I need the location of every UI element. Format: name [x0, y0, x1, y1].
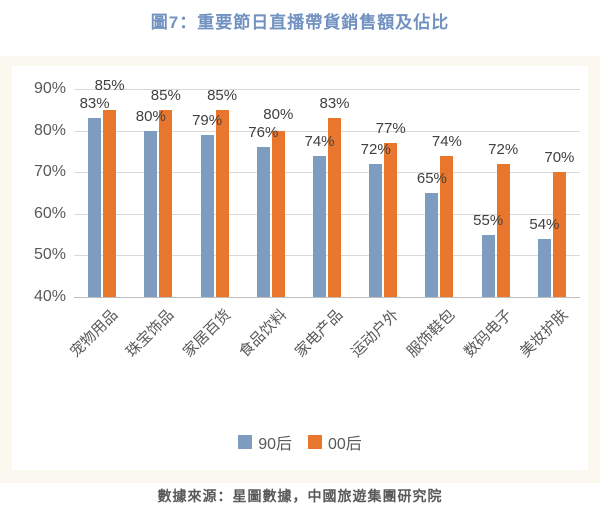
bar-00hou	[552, 172, 566, 297]
bar-value-label: 85%	[150, 86, 181, 104]
bar-90hou	[425, 193, 439, 297]
y-axis-tick-label: 80%	[33, 122, 66, 139]
bar-90hou	[313, 155, 326, 297]
chart-title: 圖7：重要節日直播帶貨銷售額及佔比	[150, 13, 450, 32]
bar-00hou	[384, 143, 398, 297]
legend-item: 90后	[238, 430, 292, 454]
bar-value-label: 79%	[192, 111, 223, 129]
legend-swatch-00hou	[308, 435, 322, 449]
legend-label: 00后	[328, 436, 362, 453]
category-label: 美妆护肤	[516, 306, 572, 361]
bar-value-label: 72%	[360, 140, 391, 158]
legend-label: 90后	[258, 436, 292, 453]
bar-value-label: 83%	[319, 95, 350, 113]
category-label: 珠宝饰品	[123, 306, 178, 361]
legend: 90后 00后	[12, 430, 588, 454]
bar-00hou	[440, 155, 454, 297]
y-axis-tick-label: 40%	[33, 288, 66, 305]
y-axis-tick-label: 90%	[33, 80, 66, 97]
bar-90hou	[481, 234, 495, 297]
bar-00hou	[328, 118, 341, 297]
bar-value-label: 80%	[135, 107, 166, 125]
bar-90hou	[537, 238, 551, 297]
gridline	[74, 214, 580, 215]
legend-swatch-90hou	[238, 435, 253, 449]
bar-00hou	[271, 130, 285, 297]
bar-value-label: 72%	[488, 140, 519, 158]
y-axis-tick-label: 50%	[33, 246, 66, 263]
category-label: 服饰鞋包	[404, 306, 459, 361]
bar-value-label: 80%	[263, 106, 294, 124]
category-label: 食品饮料	[235, 306, 291, 361]
y-axis-tick-label: 60%	[33, 205, 66, 222]
category-label: 宠物用品	[66, 306, 122, 361]
x-axis-line	[74, 297, 580, 298]
gridline	[74, 131, 580, 132]
bar-00hou	[159, 109, 173, 297]
category-label: 家居百货	[179, 306, 234, 361]
bar-00hou	[103, 109, 117, 297]
bar-00hou	[215, 109, 229, 297]
data-source-caption: 數據來源：星圖數據，中國旅遊集團研究院	[157, 488, 443, 504]
bar-value-label: 74%	[304, 132, 335, 150]
bar-value-label: 70%	[544, 149, 575, 167]
category-label: 运动户外	[348, 306, 403, 361]
legend-item: 00后	[308, 430, 362, 454]
gridline	[74, 255, 580, 256]
bar-value-label: 77%	[375, 120, 406, 138]
bar-90hou	[369, 163, 383, 297]
y-axis-tick-label: 70%	[33, 163, 66, 180]
bar-90hou	[88, 118, 102, 297]
gridline	[74, 172, 580, 173]
bar-value-label: 85%	[94, 77, 125, 95]
bar-90hou	[200, 134, 214, 297]
bar-00hou	[496, 163, 510, 297]
gridline	[74, 89, 580, 90]
bar-value-label: 85%	[207, 86, 238, 104]
bar-90hou	[144, 130, 158, 297]
bar-value-label: 54%	[529, 215, 560, 233]
chart-area: 40% 50% 60% 70% 80% 90% 83% 85% 宠物用品 80% 85% 珠宝饰品 79…	[12, 66, 588, 470]
bar-value-label: 76%	[248, 124, 279, 142]
category-label: 家电产品	[291, 306, 347, 361]
category-label: 数码电子	[460, 306, 516, 361]
bar-value-label: 83%	[79, 95, 110, 113]
bar-value-label: 65%	[416, 170, 447, 187]
bar-90hou	[256, 147, 270, 297]
bar-value-label: 55%	[473, 211, 504, 229]
bar-value-label: 74%	[431, 132, 462, 150]
